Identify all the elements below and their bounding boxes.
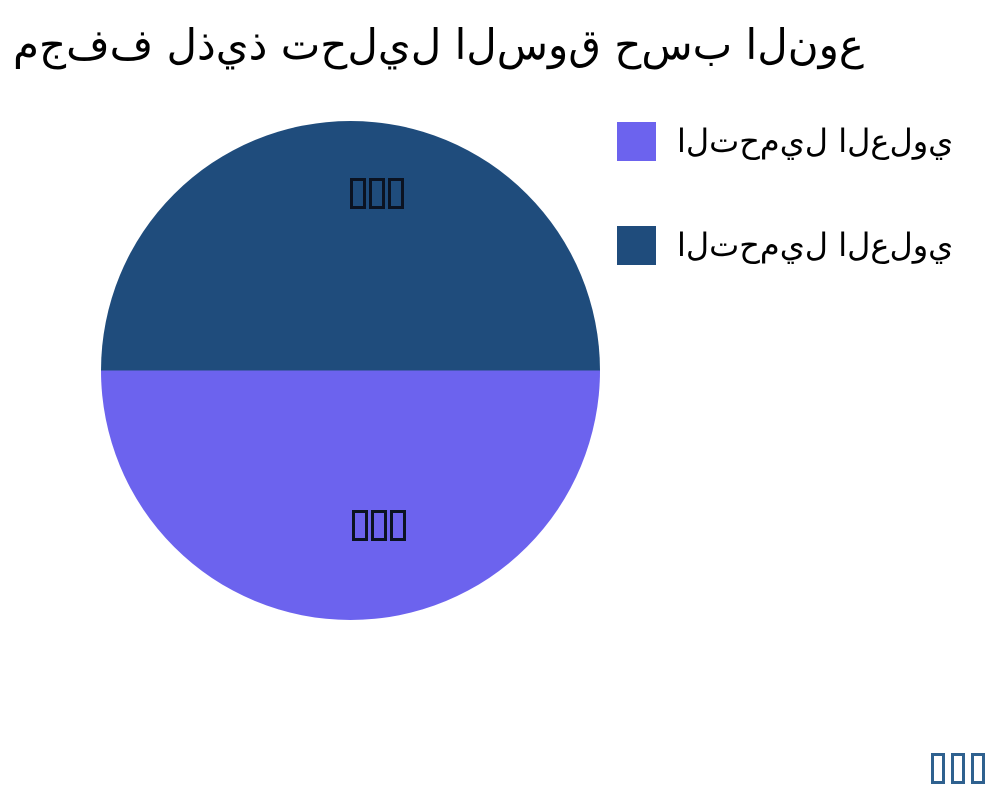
legend-item-label: ا‌ل‌ت‌ح‌م‌ي‌ل‌ ‌ا‌ل‌ع‌ل‌و‌ي [677, 225, 954, 264]
missing-glyph-box [388, 178, 404, 209]
missing-glyph-box [971, 753, 985, 784]
legend-swatch-darkblue [617, 225, 656, 265]
legend-item-label: ا‌ل‌ت‌ح‌م‌ي‌ل‌ ‌ا‌ل‌ع‌ل‌و‌ي [677, 122, 954, 160]
pie-chart [101, 121, 600, 620]
missing-glyph-box [350, 178, 366, 209]
missing-glyph-box [931, 753, 945, 784]
legend-item: ا‌ل‌ت‌ح‌م‌ي‌ل‌ ‌ا‌ل‌ع‌ل‌و‌ي [617, 121, 953, 163]
chart-title: م‌ج‌ف‌ف‌ ‌ل‌ذ‌ي‌ذ‌ ‌ت‌ح‌ل‌ي‌ل‌ ‌ا‌ل‌س‌و‌… [13, 20, 864, 69]
missing-glyph-box [390, 510, 406, 541]
missing-glyph-box [371, 510, 387, 541]
missing-glyph-box [951, 753, 965, 784]
legend-item: ا‌ل‌ت‌ح‌م‌ي‌ل‌ ‌ا‌ل‌ع‌ل‌و‌ي [617, 225, 953, 267]
pie-slice-value-label-bottom [352, 510, 406, 541]
legend: ا‌ل‌ت‌ح‌م‌ي‌ل‌ ‌ا‌ل‌ع‌ل‌و‌ي ا‌ل‌ت‌ح‌م‌ي‌… [617, 121, 953, 328]
watermark-tofu-text [931, 753, 985, 784]
legend-swatch-purple [617, 122, 656, 162]
pie-slice-value-label-top [350, 178, 404, 209]
missing-glyph-box [369, 178, 385, 209]
missing-glyph-box [352, 510, 368, 541]
